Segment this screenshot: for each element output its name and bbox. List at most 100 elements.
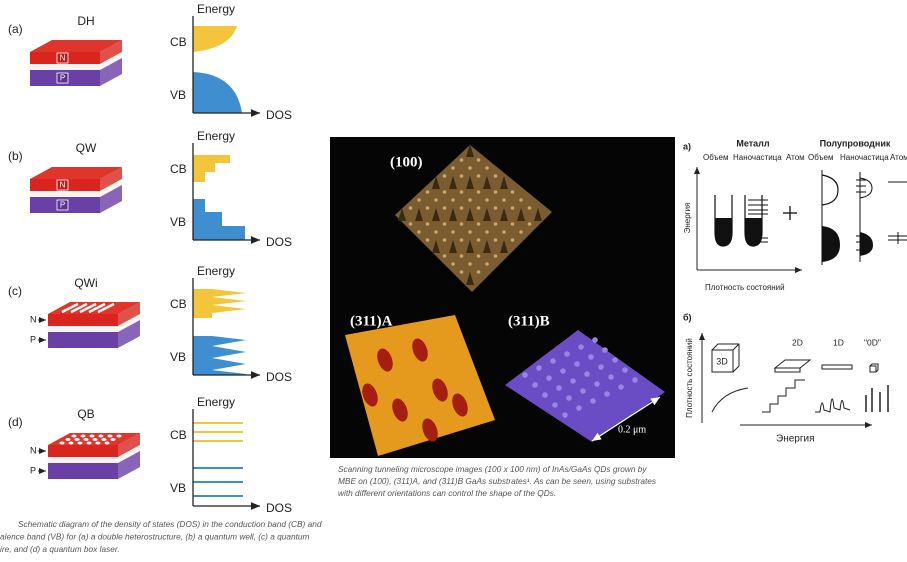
dot xyxy=(580,388,586,394)
dot xyxy=(417,230,421,234)
dot xyxy=(434,230,438,234)
y-axis-label: Плотность состояний xyxy=(685,338,694,418)
column-label: Атом xyxy=(890,153,907,162)
dot xyxy=(485,262,489,266)
label-box xyxy=(56,72,69,84)
dot xyxy=(590,398,596,404)
dos-curve xyxy=(762,379,805,413)
column-label: Объем xyxy=(703,153,729,162)
dot xyxy=(468,166,472,170)
slab-side xyxy=(118,433,140,457)
cb-label: CB xyxy=(170,35,187,49)
dot xyxy=(95,441,101,445)
dot xyxy=(442,190,447,194)
column-label: Наночастица xyxy=(733,153,782,162)
dot xyxy=(466,176,474,189)
dot xyxy=(493,238,498,242)
panel-label: (100) xyxy=(390,154,423,170)
dot xyxy=(468,230,472,234)
dot xyxy=(451,166,455,170)
dot xyxy=(425,206,430,210)
slab-layer xyxy=(48,457,118,463)
dot xyxy=(594,381,600,387)
band xyxy=(821,174,839,206)
vb-label: VB xyxy=(170,350,186,364)
slab-layer xyxy=(48,463,118,479)
dot xyxy=(510,238,515,242)
stm-figure: 0.2 μm (100) (311)A (311)B Scanning tunnelin… xyxy=(330,137,675,498)
energy-label: Energy xyxy=(197,395,235,409)
column-label: Наночастица xyxy=(840,153,889,162)
dot xyxy=(476,206,481,210)
dot xyxy=(566,395,572,401)
dot xyxy=(510,222,515,226)
p-label: P xyxy=(60,201,65,210)
dot xyxy=(476,254,481,258)
dot xyxy=(425,190,430,194)
dot xyxy=(468,198,472,202)
band-fill xyxy=(822,226,840,262)
dot xyxy=(532,382,538,388)
vb-label: VB xyxy=(170,481,186,495)
dot xyxy=(527,222,532,226)
dot xyxy=(502,198,506,202)
column-label: Объем xyxy=(808,153,834,162)
slab xyxy=(48,302,140,348)
dot xyxy=(578,344,584,350)
slab-layer xyxy=(48,326,118,332)
dot xyxy=(588,354,594,360)
dos-label: DOS xyxy=(266,501,292,515)
dot xyxy=(449,240,457,253)
dot xyxy=(434,198,438,202)
dot xyxy=(408,206,413,210)
dot xyxy=(107,434,113,438)
n-label: N xyxy=(30,314,37,324)
vb-shape xyxy=(193,336,246,375)
energy-label: Energy xyxy=(197,2,235,16)
n-label: N xyxy=(60,54,66,63)
dot xyxy=(476,238,481,242)
dot xyxy=(493,190,498,194)
caption-line: Scanning tunneling microscope images (10… xyxy=(338,464,647,474)
dim-label: "0D" xyxy=(864,337,881,347)
column-label: Атом xyxy=(786,153,805,162)
dot xyxy=(398,208,406,221)
slab-side xyxy=(100,185,122,213)
dot xyxy=(493,174,498,178)
dot xyxy=(584,371,590,377)
slab: NP xyxy=(30,167,122,213)
dot xyxy=(570,378,576,384)
row-letter: (b) xyxy=(8,149,23,163)
band xyxy=(859,177,873,199)
row-letter: (a) xyxy=(8,22,23,36)
dot xyxy=(459,238,464,242)
dot xyxy=(522,372,528,378)
dot xyxy=(485,166,489,170)
dot xyxy=(412,338,428,362)
dot xyxy=(502,230,506,234)
dot xyxy=(564,351,570,357)
slab-side xyxy=(100,179,122,197)
dot xyxy=(485,230,489,234)
dot xyxy=(622,367,628,373)
slab-layer xyxy=(30,191,100,197)
dot xyxy=(65,438,71,441)
slab-side xyxy=(100,58,122,86)
slab-side xyxy=(118,320,140,348)
slab-side xyxy=(100,52,122,70)
slab-side xyxy=(100,40,122,64)
dot xyxy=(98,434,104,438)
dot xyxy=(510,206,515,210)
dot xyxy=(500,240,508,253)
dot xyxy=(493,206,498,210)
dot xyxy=(552,402,558,408)
p-label: P xyxy=(30,465,36,475)
slab-top xyxy=(30,40,122,52)
dot xyxy=(449,176,457,189)
row-letter: (d) xyxy=(8,415,23,429)
energy-label: Energy xyxy=(197,264,235,278)
group-label: Металл xyxy=(736,138,770,148)
slab-side xyxy=(118,314,140,332)
dot xyxy=(449,208,457,221)
dos-row: (c) QWi NP Energy CB VB DOS xyxy=(8,264,292,384)
